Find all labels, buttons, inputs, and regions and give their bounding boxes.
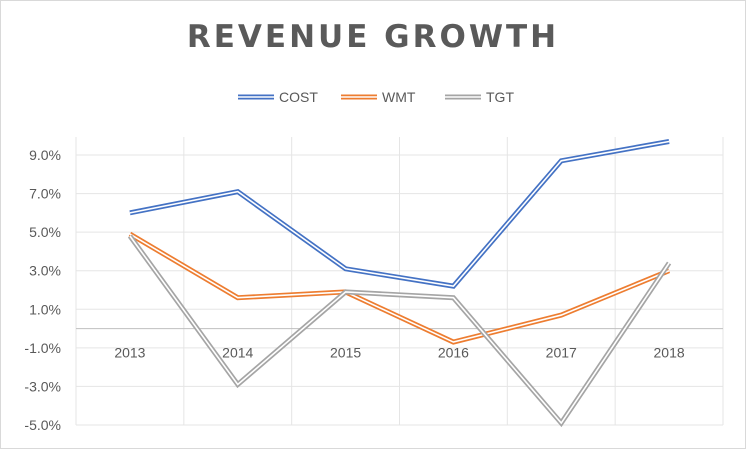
legend-label-cost: COST	[279, 89, 318, 105]
x-tick-label: 2017	[546, 345, 577, 361]
y-tick-label: -3.0%	[24, 378, 61, 394]
y-tick-label: 5.0%	[29, 224, 61, 240]
y-tick-label: 1.0%	[29, 301, 61, 317]
y-tick-label: -1.0%	[24, 340, 61, 356]
series-line-inner-wmt	[129, 233, 670, 343]
series-line-inner-cost	[129, 140, 670, 288]
y-tick-label: 3.0%	[29, 263, 61, 279]
x-tick-label: 2016	[438, 345, 469, 361]
y-tick-label: 7.0%	[29, 186, 61, 202]
legend-label-tgt: TGT	[486, 89, 514, 105]
x-tick-label: 2015	[330, 345, 361, 361]
chart-title: REVENUE GROWTH	[186, 19, 560, 55]
x-tick-label: 2014	[222, 345, 253, 361]
x-tick-label: 2018	[654, 345, 685, 361]
y-tick-label: -5.0%	[24, 417, 61, 433]
y-tick-label: 9.0%	[29, 147, 61, 163]
legend-label-wmt: WMT	[382, 89, 416, 105]
x-tick-label: 2013	[114, 345, 145, 361]
series-line-inner-tgt	[129, 235, 670, 425]
